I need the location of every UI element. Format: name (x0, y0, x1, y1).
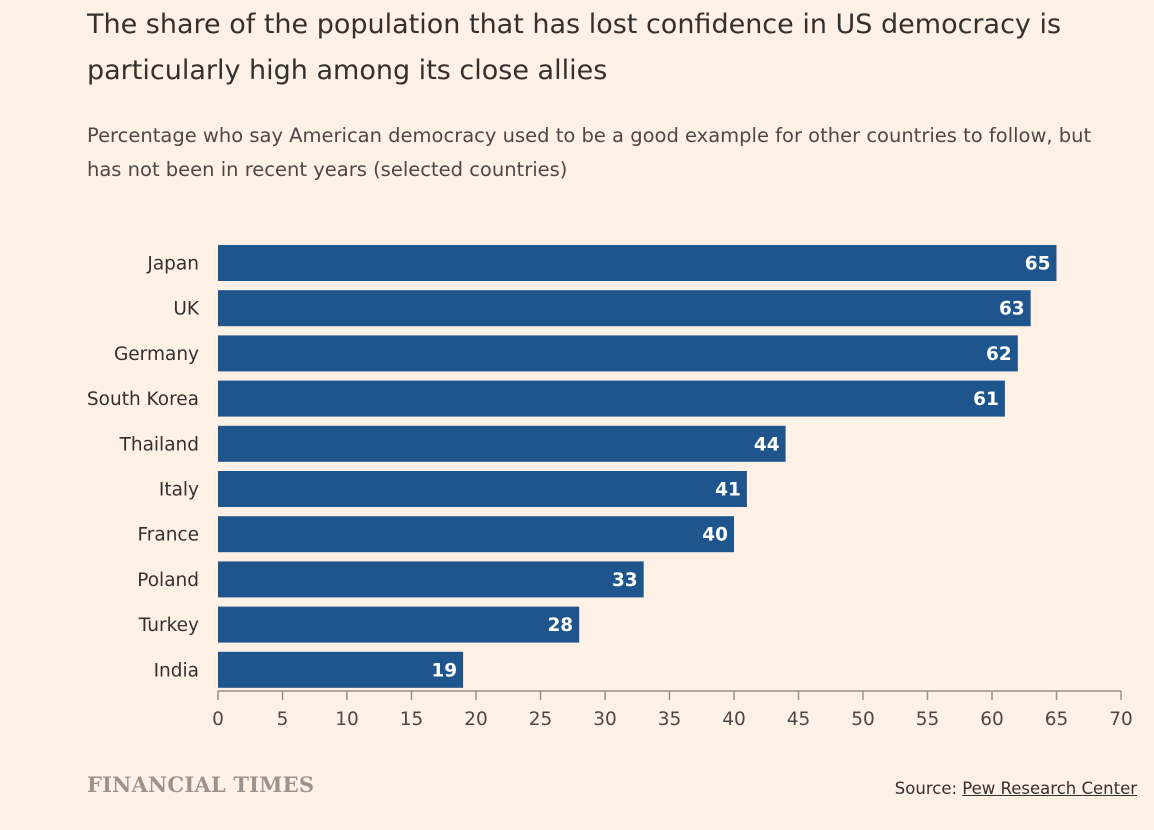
bar-germany (218, 335, 1018, 372)
category-label-south-korea: South Korea (87, 389, 199, 410)
category-label-india: India (154, 660, 199, 681)
bar-thailand (218, 425, 786, 462)
value-label-japan: 65 (1025, 254, 1051, 275)
value-label-turkey: 28 (547, 615, 573, 636)
value-label-germany: 62 (986, 344, 1012, 365)
bar-italy (218, 471, 747, 507)
x-tick-label-55: 55 (916, 709, 940, 730)
bar-turkey (218, 606, 580, 643)
category-label-thailand: Thailand (119, 434, 199, 455)
bars-group: Japan 65 UK 63 Germany 62 South Korea 61 Thailan… (87, 245, 1057, 688)
category-label-germany: Germany (114, 344, 199, 365)
value-label-france: 40 (702, 525, 728, 546)
brand-logo-text: FINANCIAL TIMES (87, 772, 315, 797)
value-label-india: 19 (431, 660, 457, 681)
bar-france (218, 516, 734, 553)
value-label-thailand: 44 (754, 434, 780, 455)
category-label-turkey: Turkey (138, 615, 199, 636)
bar-india (218, 651, 464, 688)
value-label-poland: 33 (612, 570, 638, 591)
x-tick-label-15: 15 (400, 709, 424, 730)
chart-subtitle: Percentage who say American democracy us… (87, 124, 1092, 181)
value-label-south-korea: 61 (973, 389, 999, 410)
source-link[interactable]: Pew Research Center (962, 779, 1137, 798)
x-tick-label-50: 50 (851, 709, 875, 730)
bar-south-korea (218, 380, 1005, 417)
category-label-poland: Poland (137, 570, 199, 591)
x-tick-label-20: 20 (464, 709, 488, 730)
x-tick-label-70: 70 (1109, 709, 1133, 730)
x-tick-label-10: 10 (335, 709, 359, 730)
x-tick-label-0: 0 (212, 709, 224, 730)
source-note: Source: Pew Research Center (895, 779, 1137, 798)
category-label-uk: UK (173, 299, 200, 320)
x-tick-label-25: 25 (529, 709, 553, 730)
x-tick-label-60: 60 (980, 709, 1004, 730)
x-tick-label-65: 65 (1045, 709, 1069, 730)
x-tick-label-40: 40 (722, 709, 746, 730)
x-tick-label-45: 45 (787, 709, 811, 730)
category-label-italy: Italy (159, 480, 199, 501)
bar-chart: Japan 65 UK 63 Germany 62 South Korea 61 Thailan… (87, 245, 1133, 730)
x-axis: 0 5 10 15 20 25 30 35 40 45 50 55 60 65 70 (212, 690, 1133, 730)
x-tick-label-5: 5 (277, 709, 289, 730)
category-label-japan: Japan (146, 254, 199, 275)
bar-poland (218, 561, 644, 598)
category-label-france: France (137, 525, 199, 546)
value-label-uk: 63 (999, 299, 1025, 320)
source-prefix: Source: (894, 779, 963, 798)
x-tick-label-30: 30 (593, 709, 617, 730)
x-tick-label-35: 35 (658, 709, 682, 730)
value-label-italy: 41 (715, 480, 741, 501)
chart-title: The share of the population that has los… (87, 9, 1062, 86)
bar-uk (218, 290, 1031, 327)
bar-japan (218, 245, 1057, 281)
